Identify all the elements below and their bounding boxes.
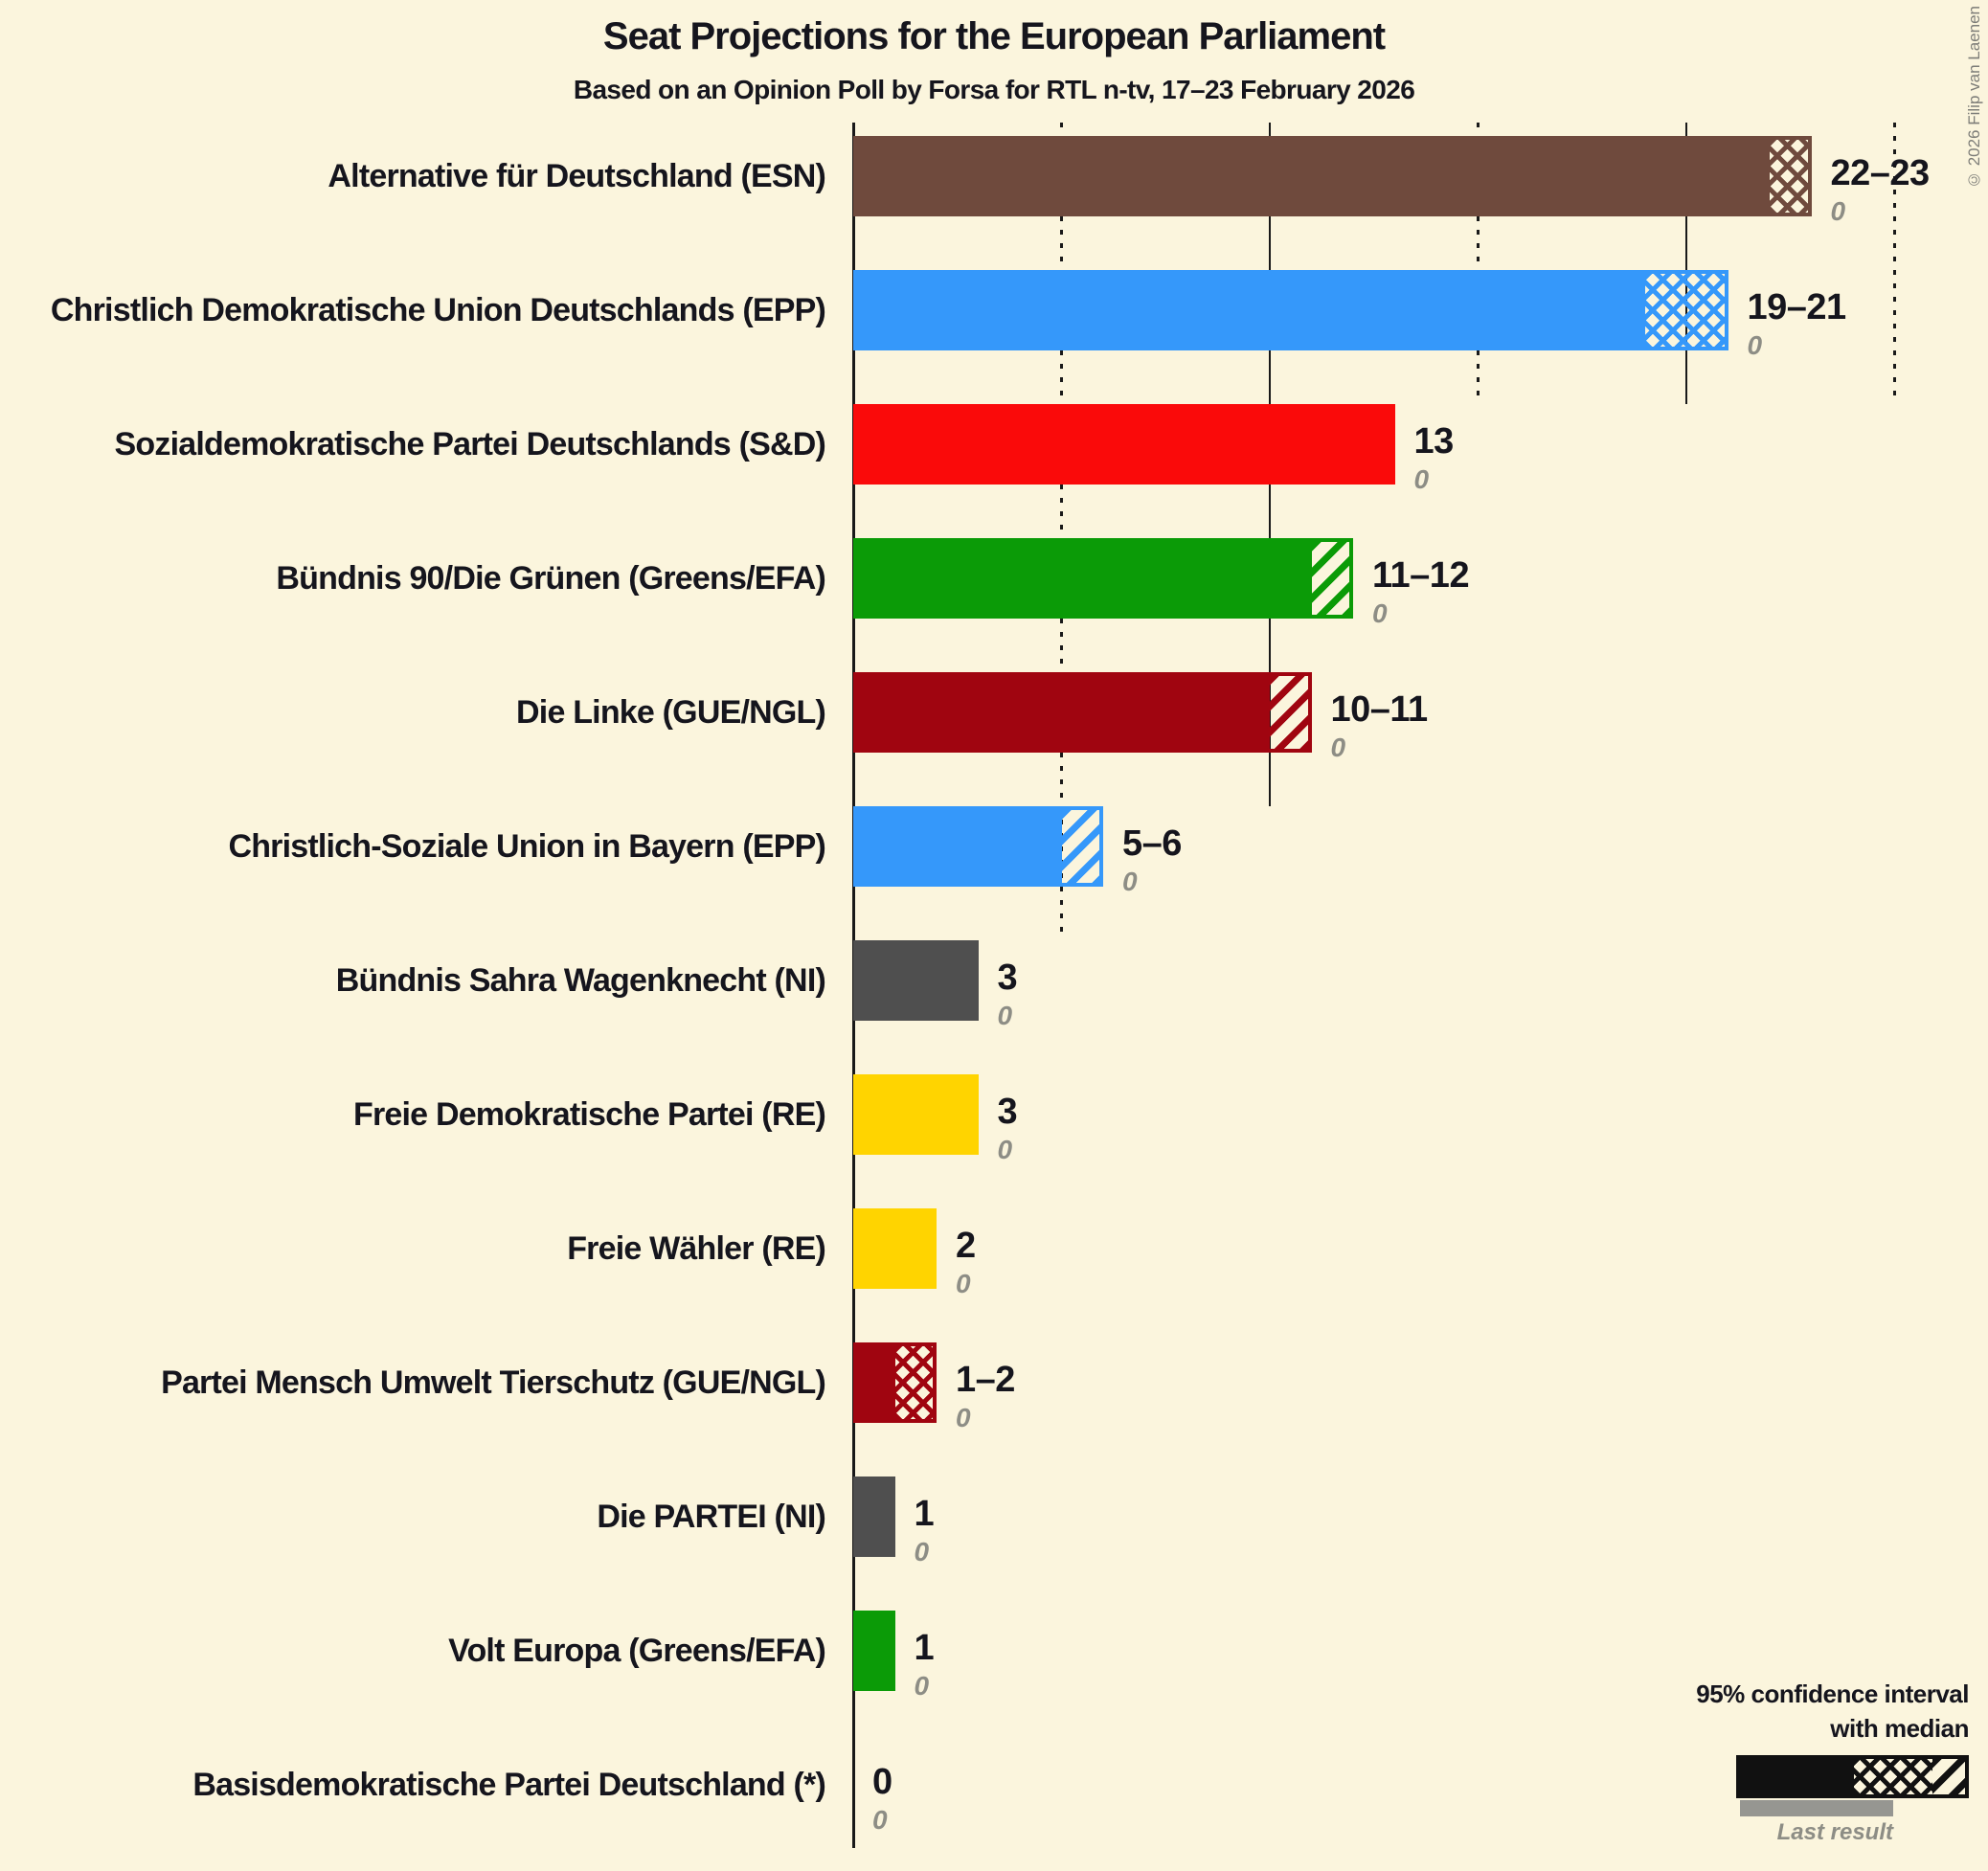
- bar-hatch-segment: [1270, 672, 1312, 753]
- gridline-dotted-5: [1060, 123, 1063, 940]
- last-result-value: 0: [997, 1135, 1013, 1164]
- legend-diagonal-segment: [1932, 1759, 1965, 1794]
- bar-solid-segment: [853, 672, 1270, 753]
- party-label: Freie Wähler (RE): [567, 1230, 826, 1267]
- bar-solid-segment: [853, 1342, 895, 1423]
- bar-solid-segment: [853, 940, 979, 1021]
- page-title: Seat Projections for the European Parlia…: [602, 15, 1386, 57]
- bar: [853, 1208, 937, 1289]
- last-result-value: 0: [872, 1805, 888, 1835]
- bar-hatch-segment: [894, 1342, 937, 1423]
- bar-solid-segment: [853, 1074, 979, 1155]
- value-number: 13: [1413, 421, 1455, 462]
- legend-last-result-label: Last result: [1776, 1819, 1893, 1845]
- value-label: 11–12 0: [1372, 553, 1470, 630]
- bar: [853, 136, 1812, 216]
- party-label: Bündnis 90/Die Grünen (Greens/EFA): [276, 560, 825, 597]
- party-label: Alternative für Deutschland (ESN): [328, 158, 825, 194]
- value-label: 19–21 0: [1747, 285, 1847, 362]
- party-label: Christlich Demokratische Union Deutschla…: [50, 292, 826, 328]
- legend-last-result-bar: [1740, 1800, 1893, 1816]
- legend-solid-segment: [1740, 1759, 1854, 1794]
- bar: [853, 1074, 979, 1155]
- value-number: 0: [872, 1762, 892, 1802]
- last-result-value: 0: [1372, 598, 1388, 628]
- legend-title-line1: 95% confidence interval: [1696, 1679, 1969, 1708]
- party-label: Sozialdemokratische Partei Deutschlands …: [114, 426, 826, 462]
- bar-solid-segment: [853, 404, 1395, 485]
- party-label: Volt Europa (Greens/EFA): [448, 1633, 826, 1669]
- bar-solid-segment: [853, 1208, 937, 1289]
- party-label: Die Linke (GUE/NGL): [516, 694, 826, 731]
- last-result-value: 0: [1413, 464, 1430, 494]
- value-number: 1: [914, 1494, 935, 1534]
- gridline-solid-20: [1685, 123, 1687, 404]
- bar-hatch-segment: [1311, 538, 1353, 619]
- party-label: Die PARTEI (NI): [597, 1499, 825, 1535]
- last-result-value: 0: [956, 1269, 971, 1298]
- last-result-value: 0: [956, 1403, 971, 1432]
- last-result-value: 0: [1830, 196, 1846, 226]
- bar-hatch-segment: [1061, 806, 1103, 887]
- bar-solid-segment: [853, 136, 1770, 216]
- bar-hatch-segment: [1644, 270, 1728, 350]
- value-label: 5–6 0: [1122, 822, 1182, 898]
- copyright-note: © 2026 Filip van Laenen: [1965, 6, 1983, 190]
- bar: [853, 270, 1728, 350]
- bar: [853, 940, 979, 1021]
- value-label: 13 0: [1413, 419, 1455, 496]
- value-number: 3: [997, 1092, 1018, 1132]
- bar-solid-segment: [853, 1477, 895, 1557]
- party-label: Freie Demokratische Partei (RE): [353, 1096, 826, 1133]
- bar: [853, 806, 1103, 887]
- legend-title-line2: with median: [1830, 1714, 1969, 1743]
- value-label: 22–23 0: [1830, 151, 1931, 228]
- bar: [853, 538, 1353, 619]
- bar: [853, 672, 1312, 753]
- bar: [853, 1342, 937, 1423]
- last-result-value: 0: [1330, 733, 1346, 762]
- last-result-value: 0: [914, 1537, 930, 1567]
- bar: [853, 404, 1395, 485]
- legend-crosshatch-segment: [1854, 1759, 1932, 1794]
- value-number: 1–2: [956, 1360, 1015, 1400]
- value-label: 10–11 0: [1330, 688, 1429, 764]
- bar-solid-segment: [853, 1611, 895, 1691]
- value-label: 1–2 0: [956, 1358, 1015, 1434]
- value-number: 11–12: [1372, 555, 1470, 596]
- page-subtitle: Based on an Opinion Poll by Forsa for RT…: [573, 75, 1415, 104]
- bar-hatch-segment: [1770, 136, 1812, 216]
- party-label: Christlich-Soziale Union in Bayern (EPP): [228, 828, 825, 865]
- value-number: 1: [914, 1628, 935, 1668]
- bar-solid-segment: [853, 270, 1645, 350]
- last-result-value: 0: [1122, 867, 1138, 896]
- gridline-dotted-25: [1893, 123, 1896, 404]
- party-label: Basisdemokratische Partei Deutschland (*…: [192, 1767, 825, 1803]
- gridline-dotted-15: [1477, 123, 1480, 404]
- value-number: 19–21: [1747, 287, 1847, 327]
- bar-solid-segment: [853, 538, 1312, 619]
- bar: [853, 1611, 895, 1691]
- value-number: 22–23: [1830, 153, 1931, 193]
- bar: [853, 1477, 895, 1557]
- bar-solid-segment: [853, 806, 1062, 887]
- party-label: Partei Mensch Umwelt Tierschutz (GUE/NGL…: [161, 1364, 826, 1401]
- value-number: 5–6: [1122, 823, 1182, 864]
- value-number: 2: [956, 1226, 976, 1266]
- value-number: 10–11: [1330, 689, 1429, 730]
- value-number: 3: [997, 958, 1018, 998]
- last-result-value: 0: [914, 1671, 930, 1701]
- legend-sample-bar: [1736, 1755, 1969, 1798]
- last-result-value: 0: [1747, 330, 1763, 360]
- party-label: Bündnis Sahra Wagenknecht (NI): [335, 962, 826, 999]
- last-result-value: 0: [997, 1001, 1013, 1030]
